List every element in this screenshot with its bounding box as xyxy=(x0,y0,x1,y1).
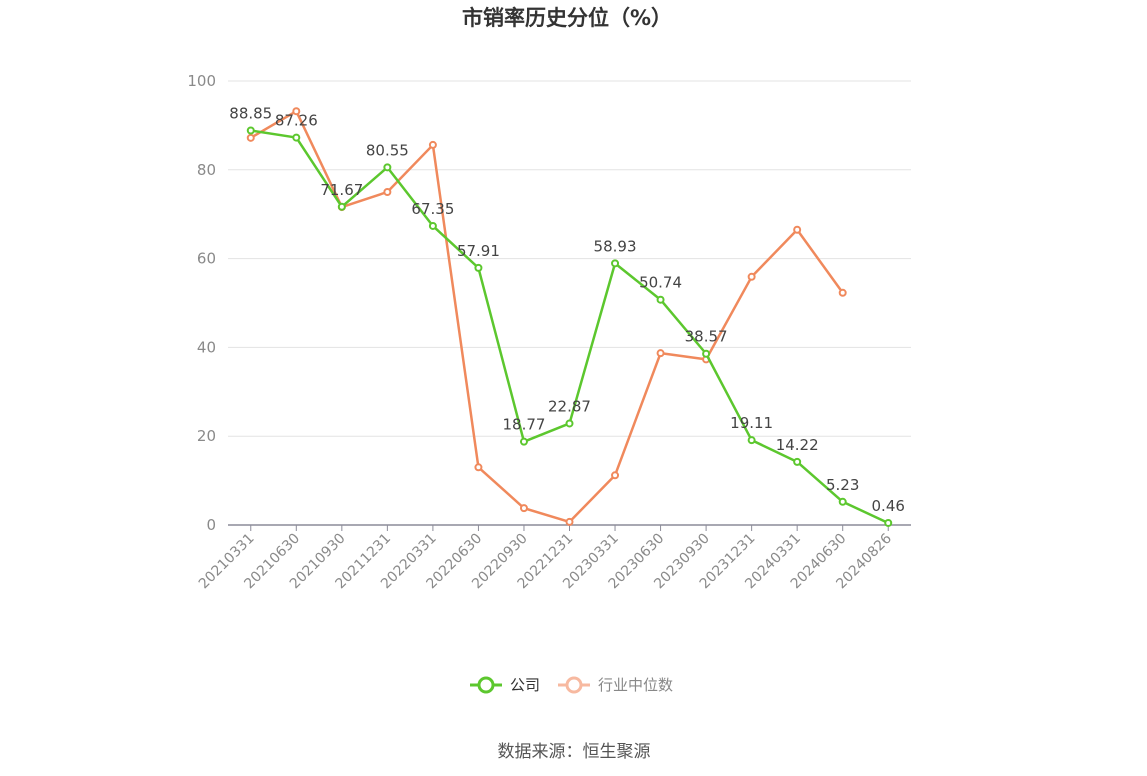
data-point[interactable] xyxy=(838,288,847,297)
series-company xyxy=(246,126,893,527)
series-industry-median xyxy=(246,107,847,526)
data-point[interactable] xyxy=(519,504,528,513)
data-point[interactable] xyxy=(428,140,437,149)
x-axis: 2021033120210630202109302021123120220331… xyxy=(196,524,911,592)
data-label: 14.22 xyxy=(776,436,819,454)
data-point[interactable] xyxy=(474,263,483,272)
data-point[interactable] xyxy=(565,419,574,428)
y-axis-ticks: 0 20 40 60 80 100 xyxy=(187,72,216,534)
data-label: 87.26 xyxy=(275,112,318,130)
legend-industry-marker xyxy=(565,676,583,694)
data-point[interactable] xyxy=(747,272,756,281)
data-label: 50.74 xyxy=(639,274,682,292)
data-point[interactable] xyxy=(747,436,756,445)
grid xyxy=(228,80,911,437)
data-label: 0.46 xyxy=(872,497,905,515)
legend-company-marker xyxy=(477,676,495,694)
data-point[interactable] xyxy=(519,437,528,446)
data-point[interactable] xyxy=(292,107,301,116)
y-tick-label: 20 xyxy=(197,427,216,445)
data-label: 67.35 xyxy=(411,200,454,218)
data-point[interactable] xyxy=(838,497,847,506)
legend: 公司 行业中位数 xyxy=(470,676,673,694)
data-point[interactable] xyxy=(383,188,392,196)
data-point[interactable] xyxy=(656,295,665,304)
data-point[interactable] xyxy=(793,225,802,234)
data-label: 19.11 xyxy=(730,414,773,432)
data-label: 80.55 xyxy=(366,141,409,159)
series-line xyxy=(250,109,844,524)
legend-company-label: 公司 xyxy=(510,676,540,694)
data-point[interactable] xyxy=(565,517,574,526)
y-tick-label: 0 xyxy=(206,516,216,534)
y-tick-label: 100 xyxy=(187,72,216,90)
y-tick-label: 40 xyxy=(197,338,216,356)
data-point[interactable] xyxy=(428,221,437,230)
data-labels: 88.85 87.26 71.67 80.55 67.35 57.91 18.7722.87… xyxy=(229,105,905,515)
data-point[interactable] xyxy=(292,133,301,142)
data-label: 57.91 xyxy=(457,242,500,260)
data-point[interactable] xyxy=(702,349,711,358)
data-point[interactable] xyxy=(884,518,893,527)
data-point[interactable] xyxy=(383,163,392,172)
legend-industry-label: 行业中位数 xyxy=(598,676,673,694)
data-label: 22.87 xyxy=(548,397,591,415)
data-point[interactable] xyxy=(337,202,346,211)
legend-item-industry-median[interactable]: 行业中位数 xyxy=(558,676,673,694)
data-label: 38.57 xyxy=(685,328,728,346)
data-point[interactable] xyxy=(246,133,255,142)
y-tick-label: 60 xyxy=(197,250,216,268)
data-label: 71.67 xyxy=(320,181,363,199)
data-label: 58.93 xyxy=(594,237,637,255)
legend-item-company[interactable]: 公司 xyxy=(470,676,540,694)
data-point[interactable] xyxy=(246,126,255,135)
data-point[interactable] xyxy=(611,471,620,480)
data-label: 5.23 xyxy=(826,476,859,494)
chart-title: 市销率历史分位（%） xyxy=(462,6,672,30)
data-point[interactable] xyxy=(611,259,620,268)
source-note: 数据来源：恒生聚源 xyxy=(498,742,651,762)
data-point[interactable] xyxy=(656,349,665,358)
data-point[interactable] xyxy=(474,463,483,472)
data-label: 18.77 xyxy=(502,416,545,434)
y-tick-label: 80 xyxy=(197,161,216,179)
series-layer xyxy=(246,107,893,527)
data-label: 88.85 xyxy=(229,105,272,123)
data-point[interactable] xyxy=(793,457,802,466)
